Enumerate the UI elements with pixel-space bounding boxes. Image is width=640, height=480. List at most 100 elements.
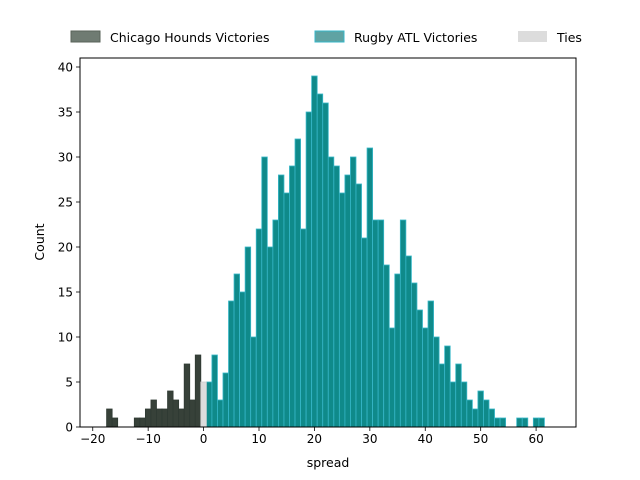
bar-series-1-x-49	[471, 408, 479, 428]
y-tick-label: 5	[65, 376, 73, 390]
y-tick-label: 25	[58, 196, 73, 210]
bar-series-1-x-35	[394, 273, 401, 428]
bar-series-1-x-32	[377, 219, 385, 428]
y-tick-label: 40	[58, 61, 73, 75]
bar-series-1-x-11	[261, 156, 268, 428]
bar-series-1-x-61	[538, 417, 545, 428]
legend-swatch-hounds	[70, 30, 101, 43]
y-tick-label: 35	[58, 106, 73, 120]
x-tick-label: 30	[362, 432, 377, 446]
bar-series-1-x-38	[411, 282, 418, 428]
bar-series-0-x--16	[111, 417, 119, 428]
bars-layer	[106, 75, 545, 428]
bar-series-1-x-16	[289, 165, 296, 428]
plot-frame	[79, 57, 577, 428]
bar-series-1-x-22	[322, 102, 329, 428]
bar-series-1-x-34	[388, 327, 396, 428]
bar-series-0-x--10	[144, 408, 152, 428]
bar-series-1-x-53	[494, 417, 501, 428]
bar-series-1-x-43	[438, 363, 446, 428]
y-axis: 0 5 10 15 20 25 30 35 40	[58, 61, 80, 435]
bar-series-1-x-5	[228, 300, 235, 428]
bar-series-1-x-8	[244, 246, 252, 428]
bar-series-1-x-13	[272, 219, 279, 428]
x-tick-label: 20	[307, 432, 322, 446]
bar-series-1-x-1	[205, 381, 213, 428]
bar-series-1-x-6	[233, 273, 240, 428]
bar-series-0-x--12	[133, 417, 141, 428]
bar-series-1-x-37	[405, 255, 412, 428]
bar-series-0-x--2	[189, 399, 196, 428]
bar-series-0-x--7	[161, 408, 168, 428]
bar-series-1-x-23	[327, 156, 335, 428]
legend-label-hounds: Chicago Hounds Victories	[110, 30, 270, 45]
bar-series-1-x-2	[211, 354, 218, 428]
y-axis-label: Count	[32, 223, 47, 260]
legend: Chicago Hounds Victories Rugby ATL Victo…	[70, 30, 582, 45]
bar-series-1-x-57	[516, 417, 523, 428]
bar-series-0-x--6	[167, 390, 174, 428]
bar-series-1-x-20	[311, 75, 318, 428]
bar-series-1-x-40	[422, 327, 429, 428]
y-tick-label: 30	[58, 151, 73, 165]
bar-series-1-x-36	[399, 219, 407, 428]
bar-series-1-x-52	[488, 408, 495, 428]
bar-series-1-x-9	[250, 336, 257, 428]
x-tick-label: 60	[528, 432, 543, 446]
bar-series-1-x-42	[433, 336, 440, 428]
bar-series-1-x-25	[338, 192, 346, 428]
bar-series-1-x-18	[300, 228, 307, 428]
bar-series-0-x--9	[150, 399, 157, 428]
bar-series-1-x-48	[466, 399, 473, 428]
bar-series-1-x-41	[427, 300, 434, 428]
x-axis: −20 −10 0 10 20 30 40 50 60	[80, 427, 544, 446]
x-tick-label: −10	[136, 432, 161, 446]
x-tick-label: 50	[473, 432, 488, 446]
legend-label-ties: Ties	[556, 30, 582, 45]
bar-series-0-x--11	[139, 417, 146, 428]
legend-swatch-atl	[314, 30, 345, 43]
bar-series-1-x-45	[449, 381, 457, 428]
bar-series-0-x--1	[194, 354, 202, 428]
bar-series-1-x-47	[460, 381, 468, 428]
bar-series-1-x-7	[239, 291, 246, 428]
bar-series-1-x-30	[366, 147, 374, 428]
bar-series-0-x--17	[106, 408, 113, 428]
y-tick-label: 10	[58, 331, 73, 345]
bar-series-1-x-21	[316, 93, 324, 428]
bar-series-1-x-28	[355, 183, 362, 428]
bar-series-1-x-26	[344, 174, 351, 428]
bar-series-1-x-3	[217, 399, 224, 428]
x-axis-label: spread	[307, 455, 350, 470]
bar-series-0-x--5	[172, 399, 180, 428]
bar-series-0-x--3	[183, 363, 191, 428]
x-tick-label: 0	[200, 432, 208, 446]
legend-swatch-ties	[518, 31, 547, 42]
bar-series-2-x-0	[200, 381, 207, 428]
bar-series-1-x-12	[266, 246, 274, 428]
bar-series-1-x-10	[255, 228, 263, 428]
bar-series-1-x-19	[305, 111, 313, 428]
bar-series-1-x-39	[416, 309, 423, 428]
bar-series-1-x-46	[455, 363, 462, 428]
bar-series-1-x-14	[277, 174, 285, 428]
x-tick-label: 10	[251, 432, 266, 446]
bar-series-1-x-58	[521, 417, 529, 428]
bar-series-1-x-54	[499, 417, 507, 428]
bar-series-1-x-31	[372, 219, 379, 428]
y-tick-label: 15	[58, 286, 73, 300]
bar-series-1-x-17	[294, 138, 301, 428]
bar-series-1-x-29	[361, 237, 368, 428]
bar-series-1-x-50	[477, 390, 484, 428]
x-tick-label: 40	[418, 432, 433, 446]
bar-series-1-x-60	[532, 417, 540, 428]
bar-series-1-x-27	[350, 156, 357, 428]
bar-series-1-x-24	[333, 165, 340, 428]
y-tick-label: 0	[65, 421, 73, 435]
bar-series-1-x-15	[283, 192, 290, 428]
legend-label-atl: Rugby ATL Victories	[354, 30, 477, 45]
bar-series-0-x--4	[178, 408, 185, 428]
y-tick-label: 20	[58, 241, 73, 255]
bar-series-1-x-51	[483, 399, 490, 428]
bar-series-1-x-44	[444, 345, 451, 428]
